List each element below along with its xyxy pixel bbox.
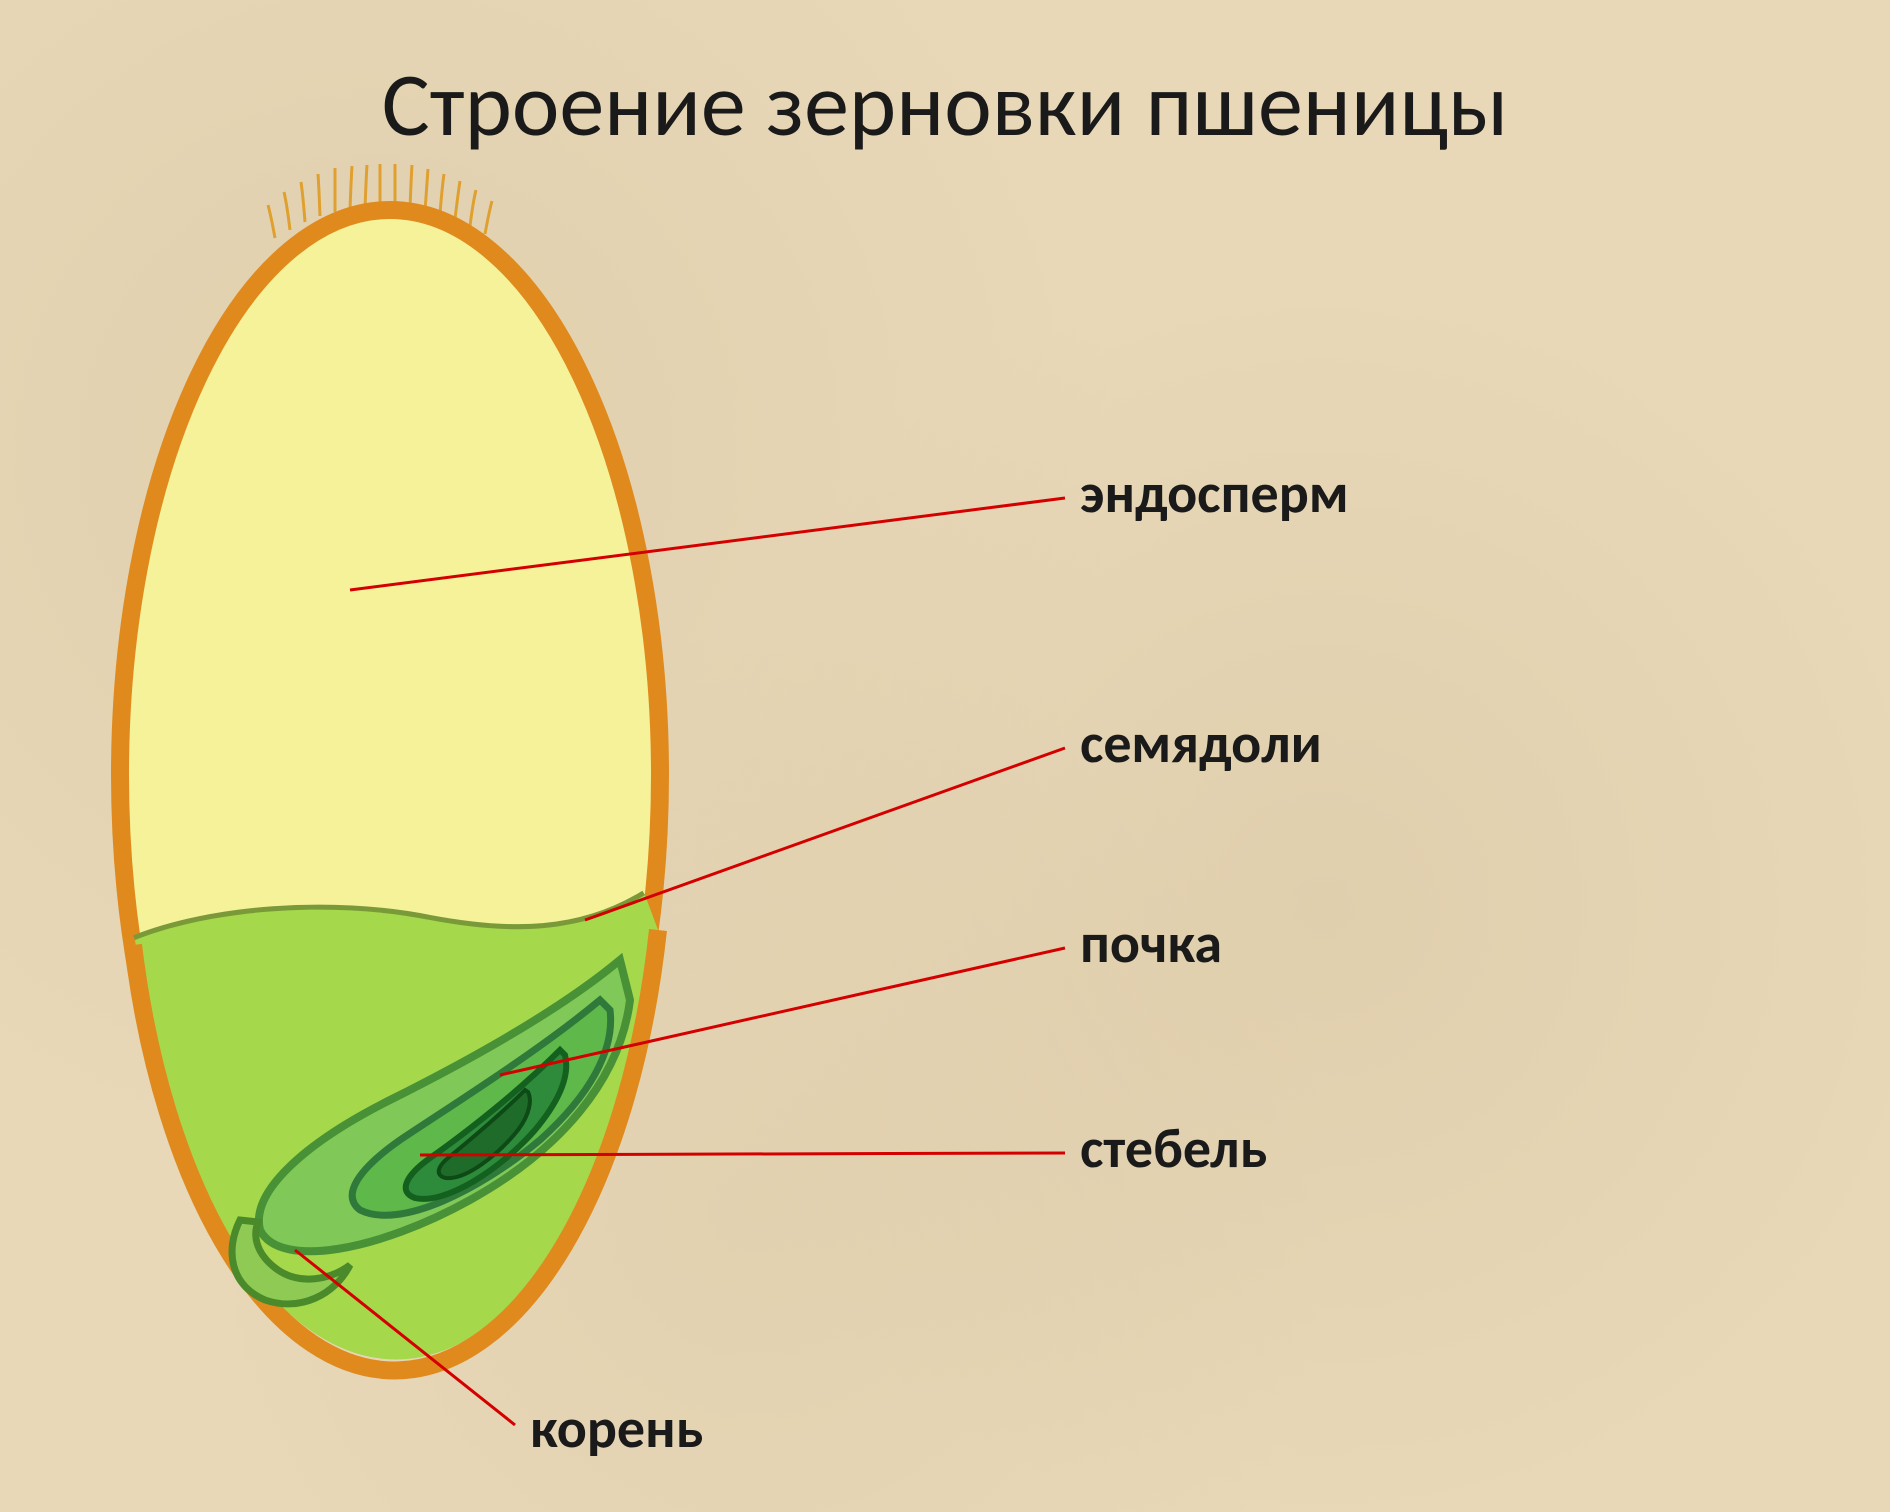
leader-stem [420, 1153, 1065, 1155]
label-root: корень [530, 1395, 703, 1463]
seed-diagram [0, 0, 1890, 1512]
label-cotyledon: семядоли [1080, 710, 1322, 778]
label-endosperm: эндосперм [1080, 460, 1349, 528]
label-bud: почка [1080, 910, 1222, 978]
label-stem: стебель [1080, 1115, 1267, 1183]
